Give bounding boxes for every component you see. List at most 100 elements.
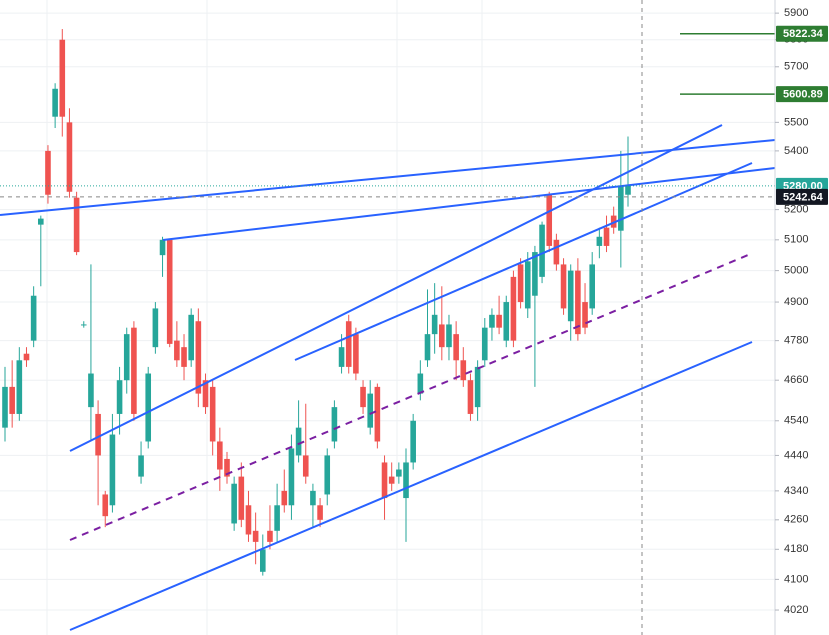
candle-body: [338, 347, 345, 367]
candle-body: [446, 324, 452, 348]
candle-body: [431, 314, 438, 335]
candle-body: [353, 334, 359, 374]
candle-body: [238, 476, 245, 520]
candle-body: [52, 88, 58, 117]
candle-body: [159, 239, 166, 256]
candle-body: [331, 407, 338, 442]
candle-body: [417, 373, 424, 394]
trend-line: [69, 341, 753, 631]
candle-body: [546, 194, 553, 246]
candle-body: [281, 490, 288, 506]
candle-body: [195, 321, 202, 394]
drawings: [0, 0, 776, 635]
price-grid: [0, 12, 775, 611]
candle-body: [38, 218, 44, 225]
candle-body: [474, 366, 481, 408]
candle-body: [123, 334, 130, 381]
trend-line: [0, 139, 776, 216]
candle-body: [310, 490, 316, 506]
y-tick-label: 4780: [784, 335, 808, 347]
price-axis: 5900580057005500540052005100500049004780…: [775, 7, 828, 616]
y-tick-label: 4180: [784, 543, 808, 555]
candle-body: [317, 505, 323, 520]
candle-body: [532, 252, 538, 296]
price-label: 5600.89: [783, 88, 823, 100]
candle-body: [209, 386, 216, 442]
candle-body: [388, 476, 395, 484]
candle-body: [16, 360, 23, 414]
candle-body: [345, 321, 352, 367]
candle-body: [460, 360, 467, 381]
candle-body: [403, 462, 409, 499]
candle-body: [231, 483, 237, 524]
candle-body: [467, 380, 474, 414]
candle-body: [575, 270, 581, 335]
candle-body: [188, 314, 194, 361]
y-tick-label: 5200: [784, 204, 808, 216]
candle-body: [510, 276, 517, 341]
candle-body: [152, 308, 159, 348]
candle-body: [424, 334, 431, 361]
candle-body: [109, 434, 116, 506]
trend-line: [162, 167, 776, 241]
y-tick-label: 4340: [784, 485, 808, 497]
candle-body: [66, 122, 73, 192]
candle-body: [410, 420, 416, 463]
y-tick-label: 4020: [784, 604, 808, 616]
candle-body: [489, 314, 495, 328]
candle-body: [102, 494, 109, 517]
candle-body: [288, 448, 295, 506]
candle-body: [23, 353, 30, 361]
candle-body: [245, 505, 252, 535]
candle-body: [367, 393, 374, 428]
candle-body: [453, 334, 459, 361]
y-tick-label: 5400: [784, 145, 808, 157]
candle-body: [116, 380, 123, 414]
candle-body: [381, 462, 388, 499]
candle-body: [524, 261, 531, 309]
candles: [2, 29, 631, 576]
candle-body: [302, 455, 309, 477]
candle-body: [603, 227, 610, 246]
candle-body: [9, 386, 15, 414]
y-tick-label: 5000: [784, 265, 808, 277]
candle-body: [539, 224, 545, 277]
candle-body: [553, 239, 560, 265]
y-tick-label: 4900: [784, 296, 808, 308]
candle-body: [145, 373, 152, 442]
candle-body: [73, 197, 80, 253]
candle-body: [360, 386, 366, 408]
candle-body: [560, 264, 567, 309]
candle-body: [589, 264, 595, 309]
candle-body: [202, 380, 209, 408]
y-tick-label: 5100: [784, 234, 808, 246]
candle-body: [217, 441, 223, 470]
trend-line: [69, 124, 723, 452]
y-tick-label: 4260: [784, 514, 808, 526]
price-label-box: [776, 86, 828, 103]
candle-body: [439, 324, 445, 348]
candle-body: [2, 386, 8, 428]
candle-body: [95, 413, 101, 456]
candle-body: [496, 314, 502, 328]
candle-body: [503, 302, 510, 341]
price-label-box: [776, 188, 828, 205]
time-grid: [46, 0, 483, 635]
y-tick-label: 5900: [784, 7, 808, 19]
candle-body: [181, 347, 187, 367]
y-tick-label: 5700: [784, 61, 808, 73]
candle-body: [45, 150, 51, 195]
candle-body: [259, 549, 266, 572]
candle-body: [274, 505, 280, 531]
candle-body: [295, 427, 302, 456]
candle-body: [252, 530, 259, 542]
candle-body: [324, 455, 331, 495]
y-tick-label: 4540: [784, 415, 808, 427]
y-tick-label: 4100: [784, 573, 808, 585]
price-label-box: [776, 25, 828, 42]
candle-body: [625, 185, 631, 195]
median-line: [69, 254, 749, 541]
candle-body: [88, 373, 94, 408]
price-label: 5822.34: [783, 28, 824, 40]
